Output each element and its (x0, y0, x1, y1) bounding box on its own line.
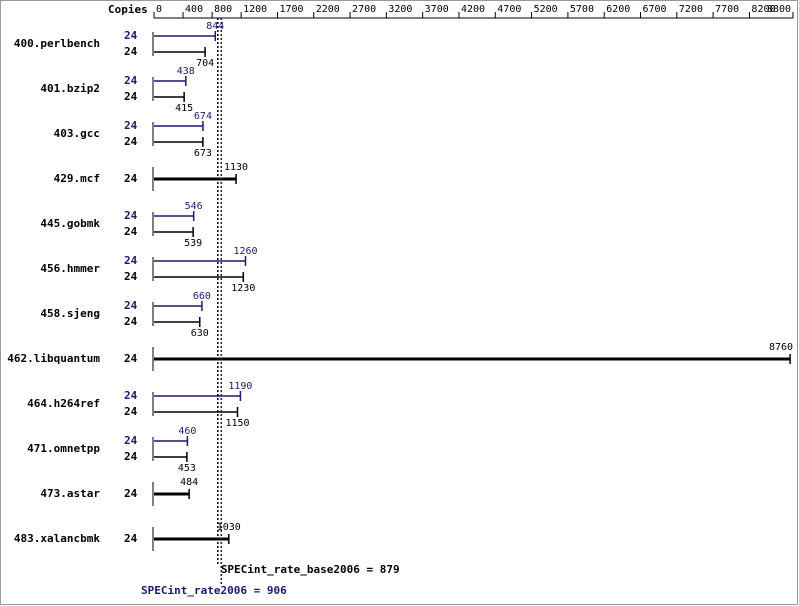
value-label: 415 (175, 103, 193, 114)
reference-label: SPECint_rate2006 = 906 (141, 584, 287, 597)
reference-label: SPECint_rate_base2006 = 879 (221, 563, 400, 576)
copies: 24 (124, 389, 138, 402)
x-tick-label: 2200 (316, 4, 340, 15)
value-label: 8760 (769, 342, 793, 353)
value-label: 674 (194, 111, 212, 122)
x-tick-label: 1700 (279, 4, 303, 15)
x-tick-label: 5700 (570, 4, 594, 15)
x-tick-label: 3200 (388, 4, 412, 15)
x-tick-label: 3700 (425, 4, 449, 15)
x-tick-label: 5200 (534, 4, 558, 15)
value-label: 630 (191, 328, 209, 339)
benchmark-label: 445.gobmk (40, 217, 100, 230)
benchmark-label: 473.astar (40, 487, 100, 500)
x-tick-label: 6700 (643, 4, 667, 15)
value-label: 660 (193, 291, 211, 302)
benchmark-label: 403.gcc (54, 127, 100, 140)
benchmark-label: 464.h264ref (27, 397, 100, 410)
value-label: 1260 (233, 246, 257, 257)
copies: 24 (124, 45, 138, 58)
benchmark-label: 471.omnetpp (27, 442, 100, 455)
copies: 24 (124, 487, 138, 500)
benchmark-label: 456.hmmer (40, 262, 100, 275)
value-label: 1150 (225, 418, 249, 429)
x-tick-label: 7200 (679, 4, 703, 15)
x-tick-label: 8800 (767, 4, 791, 15)
value-label: 673 (194, 148, 212, 159)
copies: 24 (124, 405, 138, 418)
copies: 24 (124, 74, 138, 87)
x-tick-label: 0 (156, 4, 162, 15)
x-tick-label: 7700 (715, 4, 739, 15)
value-label: 539 (184, 238, 202, 249)
x-tick-label: 4200 (461, 4, 485, 15)
benchmark-label: 462.libquantum (7, 352, 100, 365)
value-label: 438 (177, 66, 195, 77)
copies: 24 (124, 299, 138, 312)
copies: 24 (124, 119, 138, 132)
value-label: 484 (180, 477, 198, 488)
value-label: 704 (196, 58, 214, 69)
x-tick-label: 6200 (606, 4, 630, 15)
value-label: 546 (185, 201, 203, 212)
x-tick-label: 400 (185, 4, 203, 15)
copies: 24 (124, 270, 138, 283)
x-tick-label: 800 (214, 4, 232, 15)
copies: 24 (124, 172, 138, 185)
copies: 24 (124, 29, 138, 42)
benchmark-label: 458.sjeng (40, 307, 100, 320)
copies: 24 (124, 90, 138, 103)
benchmark-label: 401.bzip2 (40, 82, 100, 95)
x-tick-label: 2700 (352, 4, 376, 15)
copies: 24 (124, 450, 138, 463)
copies-header: Copies (108, 3, 148, 16)
x-tick-label: 1200 (243, 4, 267, 15)
value-label: 1190 (228, 381, 252, 392)
x-tick-label: 8200 (751, 4, 775, 15)
copies: 24 (124, 532, 138, 545)
value-label: 1230 (231, 283, 255, 294)
x-tick-label: 4700 (497, 4, 521, 15)
copies: 24 (124, 352, 138, 365)
value-label: 844 (206, 21, 224, 32)
copies: 24 (124, 254, 138, 267)
value-label: 460 (178, 426, 196, 437)
copies: 24 (124, 209, 138, 222)
copies: 24 (124, 135, 138, 148)
copies: 24 (124, 434, 138, 447)
benchmark-label: 429.mcf (54, 172, 100, 185)
value-label: 1130 (224, 162, 248, 173)
benchmark-label: 400.perlbench (14, 37, 100, 50)
benchmark-label: 483.xalancbmk (14, 532, 100, 545)
copies: 24 (124, 315, 138, 328)
value-label: 453 (178, 463, 196, 474)
value-label: 1030 (217, 522, 241, 533)
copies: 24 (124, 225, 138, 238)
